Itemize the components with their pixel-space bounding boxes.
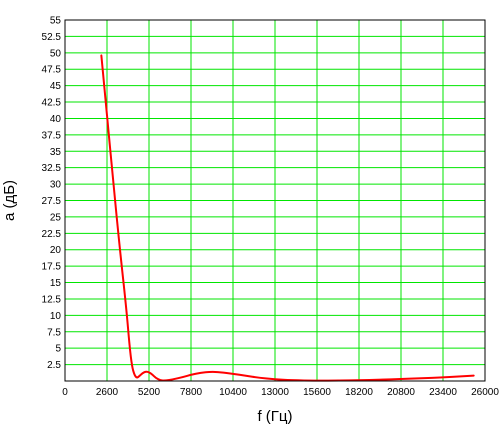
y-tick-label: 37.5 (42, 130, 62, 141)
x-tick-label: 2600 (96, 387, 119, 398)
x-tick-label: 26000 (471, 387, 499, 398)
y-tick-label: 42.5 (42, 98, 62, 109)
y-tick-label: 40 (50, 114, 62, 125)
x-tick-label: 18200 (345, 387, 373, 398)
y-tick-label: 2.5 (47, 360, 61, 371)
y-tick-label: 52.5 (42, 32, 62, 43)
plot-frame (64, 19, 486, 382)
x-tick-label: 23400 (429, 387, 457, 398)
y-tick-label: 12.5 (42, 294, 62, 305)
y-tick-label: 20 (50, 245, 62, 256)
y-tick-label: 50 (50, 48, 62, 59)
y-axis-label: a (дБ) (1, 180, 18, 221)
y-tick-label: 15 (50, 278, 62, 289)
x-tick-label: 5200 (138, 387, 161, 398)
grid (65, 20, 485, 381)
x-tick-label: 13000 (261, 387, 289, 398)
x-tick-label: 10400 (219, 387, 247, 398)
y-tick-label: 27.5 (42, 196, 62, 207)
x-axis-label: f (Гц) (257, 408, 292, 425)
y-tick-label: 10 (50, 311, 62, 322)
y-tick-label: 22.5 (42, 229, 62, 240)
x-tick-label: 0 (62, 387, 68, 398)
y-tick-label: 25 (50, 212, 62, 223)
x-tick-label: 20800 (387, 387, 415, 398)
y-tick-label: 47.5 (42, 65, 62, 76)
x-tick-label: 15600 (303, 387, 331, 398)
series (100, 54, 475, 382)
y-tick-label: 45 (50, 81, 62, 92)
y-tick-label: 30 (50, 180, 62, 191)
y-tick-label: 55 (50, 16, 62, 27)
series-line (100, 54, 475, 382)
x-tick-label: 7800 (180, 387, 203, 398)
y-tick-label: 17.5 (42, 262, 62, 273)
y-tick-label: 7.5 (47, 327, 61, 338)
y-tick-label: 5 (55, 344, 61, 355)
y-tick-label: 32.5 (42, 163, 62, 174)
tick-labels: 0 2600 5200 7800 10400 13000 15600 18200 20800 23… (42, 16, 500, 399)
y-tick-label: 35 (50, 147, 62, 158)
